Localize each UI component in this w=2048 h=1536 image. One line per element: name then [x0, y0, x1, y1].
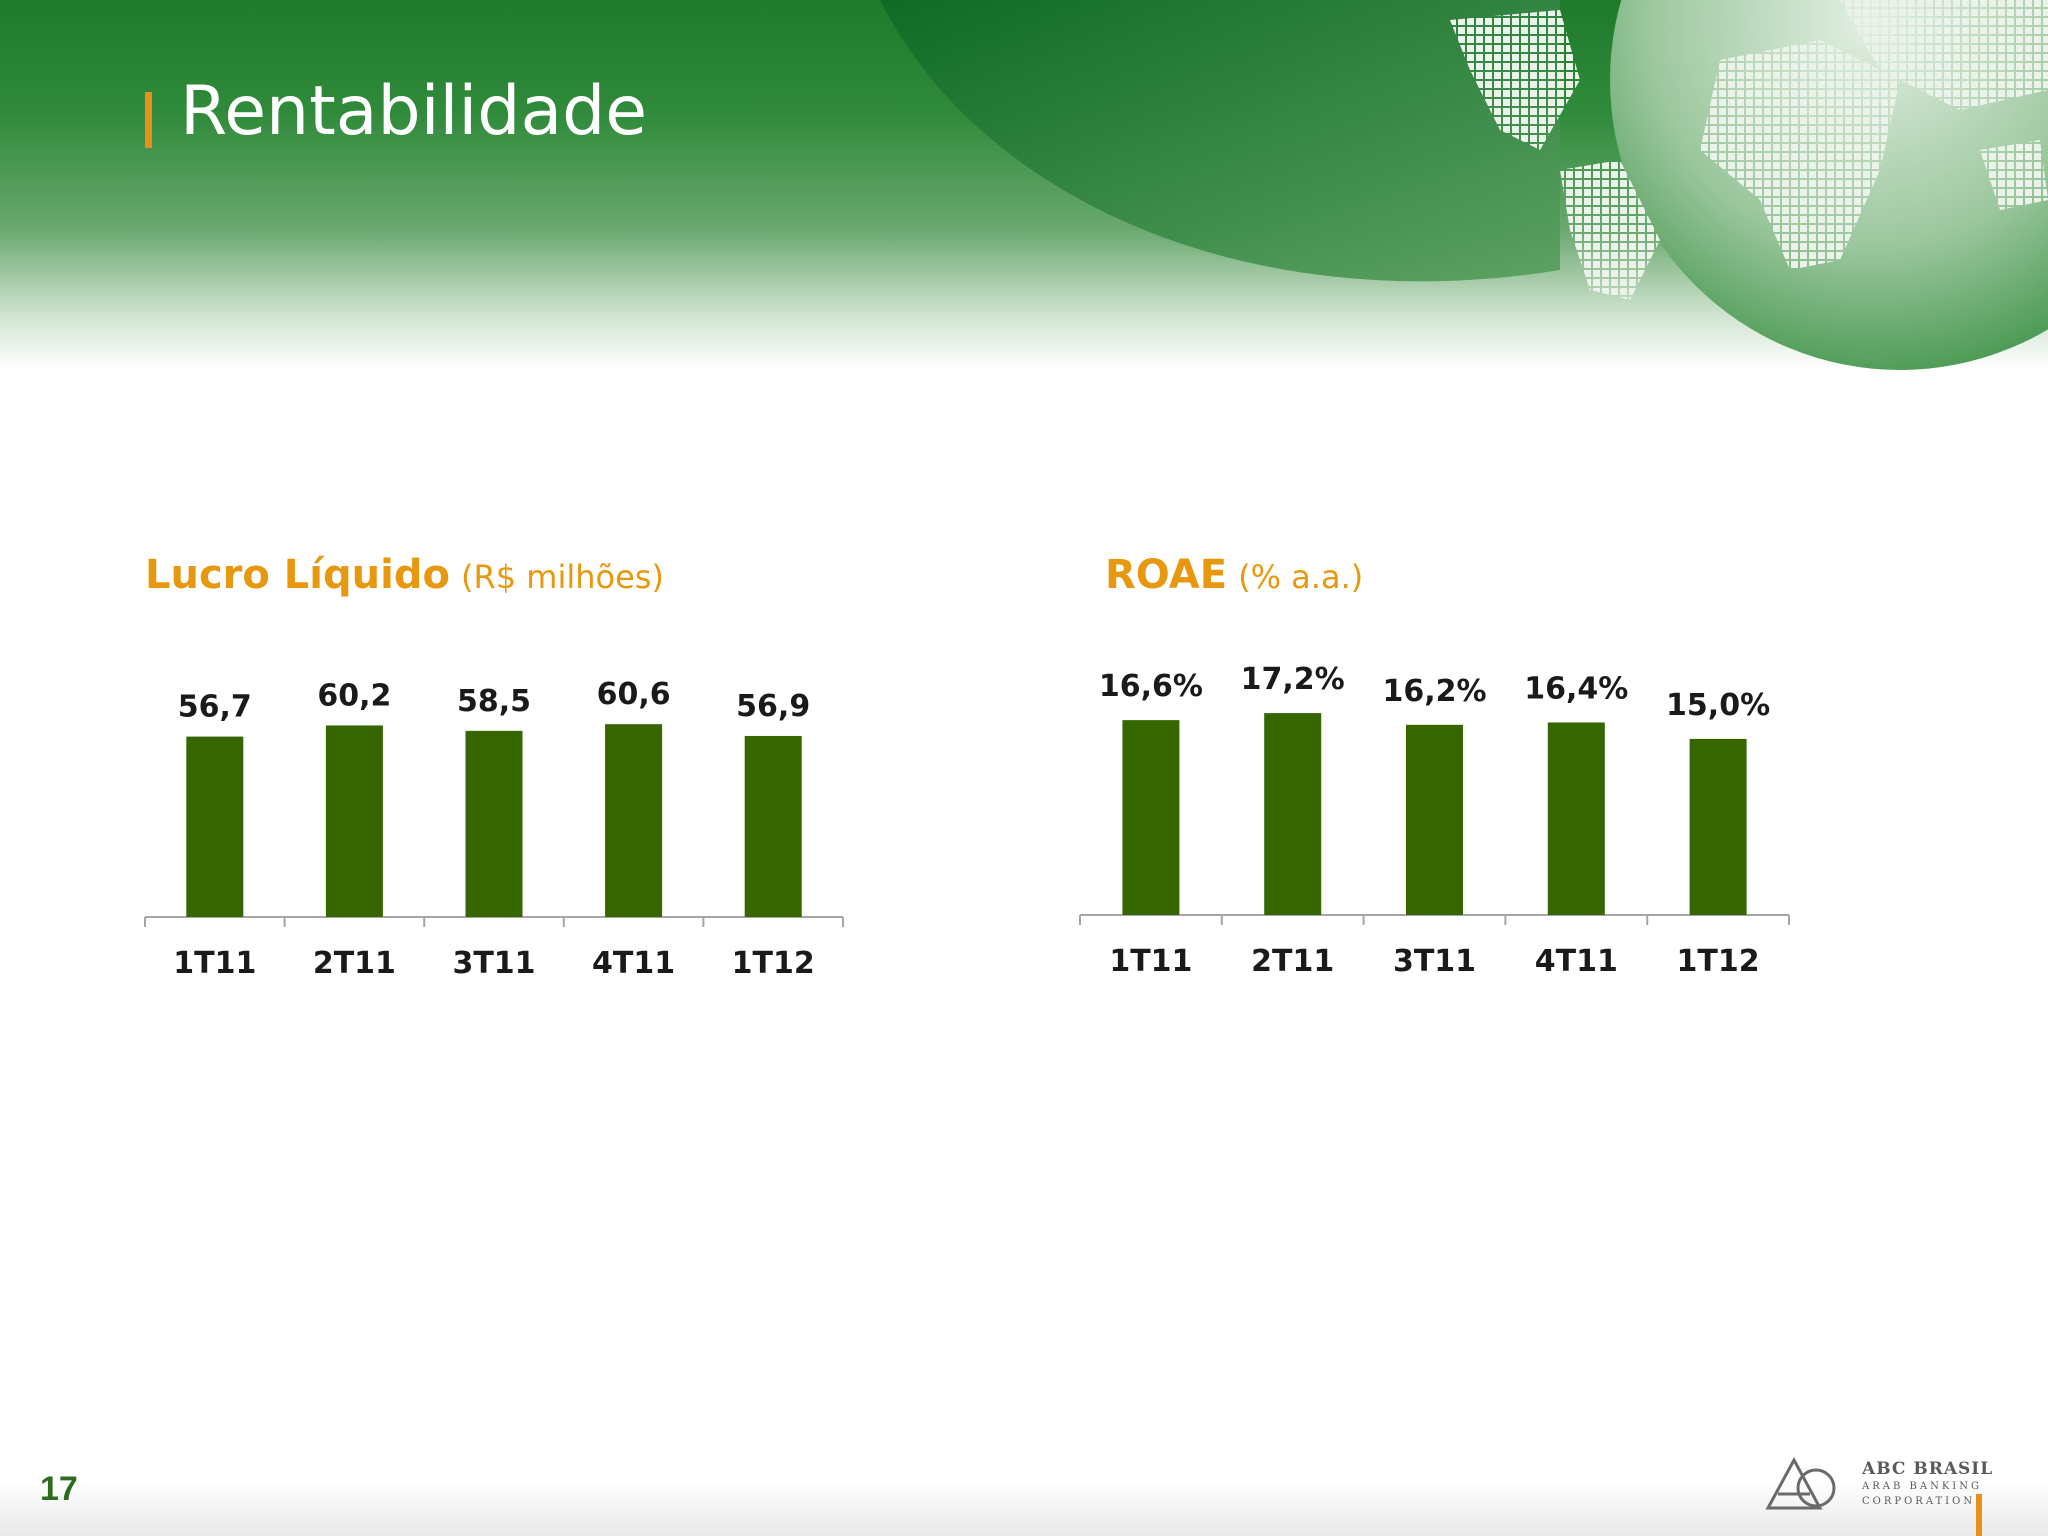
category-label: 2T11 — [1251, 944, 1334, 979]
roae-bar-chart: 16,6% 1T11 17,2% 2T11 16,2% 3T11 16,4% 4T11 15,0… — [1079, 662, 1790, 979]
bar-2t11 — [1264, 713, 1322, 915]
abc-brasil-logo-icon — [1765, 1456, 1836, 1510]
category-label: 1T11 — [1109, 944, 1192, 979]
data-label: 56,7 — [178, 690, 252, 725]
bar-3t11 — [465, 730, 523, 917]
logo-name: ABC BRASIL — [1862, 1459, 1994, 1479]
data-label: 60,6 — [597, 677, 671, 712]
bar-1t12 — [744, 735, 802, 917]
category-label: 4T11 — [1535, 944, 1618, 979]
roae-title: ROAE — [1105, 552, 1228, 598]
logo-subtitle-1: ARAB BANKING — [1862, 1481, 1982, 1492]
data-label: 60,2 — [317, 678, 391, 713]
category-label: 2T11 — [313, 946, 396, 981]
data-label: 17,2% — [1241, 662, 1345, 697]
bar-4t11 — [1547, 722, 1605, 915]
category-label: 3T11 — [1393, 944, 1476, 979]
roae-unit: (% a.a.) — [1238, 558, 1364, 596]
bar-1t11 — [186, 736, 244, 917]
data-label: 16,4% — [1524, 671, 1628, 706]
footer-bar — [0, 1480, 2048, 1536]
data-label: 16,6% — [1099, 669, 1203, 704]
page-title: Rentabilidade — [180, 72, 648, 151]
logo-subtitle-2: CORPORATION — [1862, 1496, 1976, 1507]
bar-3t11 — [1406, 724, 1463, 915]
data-label: 56,9 — [736, 689, 810, 724]
category-label: 1T11 — [173, 946, 256, 981]
header-banner — [0, 0, 2048, 370]
category-label: 1T12 — [732, 946, 815, 981]
bar-4t11 — [605, 724, 663, 917]
title-accent-bar — [145, 92, 152, 148]
category-label: 3T11 — [452, 946, 535, 981]
page-number: 17 — [40, 1470, 78, 1508]
globe-graphic — [880, 0, 2048, 370]
lucro-liquido-bar-chart: 56,7 1T11 60,2 2T11 58,5 3T11 60,6 4T11 56,9 1T12 — [144, 677, 844, 981]
lucro-liquido-unit: (R$ milhões) — [461, 558, 664, 596]
data-label: 16,2% — [1382, 674, 1486, 709]
bar-2t11 — [325, 725, 383, 917]
data-label: 58,5 — [457, 684, 531, 719]
bar-1t12 — [1689, 738, 1747, 915]
category-label: 4T11 — [592, 946, 675, 981]
lucro-liquido-title: Lucro Líquido — [145, 552, 450, 598]
bar-1t11 — [1122, 720, 1180, 915]
roae-heading: ROAE (% a.a.) — [1105, 552, 1363, 598]
footer-accent-bar — [1976, 1494, 1982, 1536]
lucro-liquido-heading: Lucro Líquido (R$ milhões) — [145, 552, 664, 598]
data-label: 15,0% — [1666, 688, 1770, 723]
category-label: 1T12 — [1677, 944, 1760, 979]
